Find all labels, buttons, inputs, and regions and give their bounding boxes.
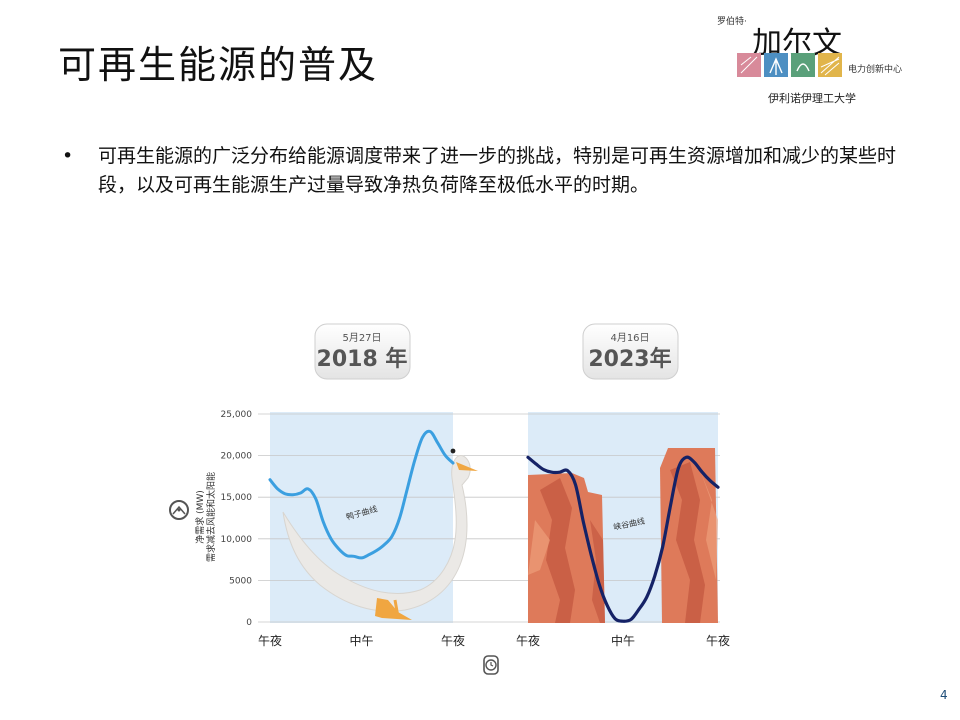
y-tick-label: 25,000 (221, 410, 253, 420)
clock-icon (483, 655, 499, 675)
duck-curve-line (268, 429, 455, 560)
x-tick-label: 中午 (611, 633, 635, 648)
bullet-text: 可再生能源的广泛分布给能源调度带来了进一步的挑战，特别是可再生资源增加和减少的某… (98, 145, 897, 196)
x-tick-label: 午夜 (516, 633, 540, 648)
slide-title: 可再生能源的普及 (58, 43, 379, 87)
y-tick-label: 5000 (229, 576, 252, 586)
logo: 罗伯特· 加尔文 电力创新中心 伊利诺伊理工大学 (700, 10, 920, 110)
bullet-dot: • (62, 145, 74, 167)
y-tick-label: 10,000 (221, 535, 253, 545)
logo-university: 伊利诺伊理工大学 (768, 92, 856, 105)
x-tick-label: 午夜 (441, 633, 465, 648)
duck-illustration (282, 448, 478, 620)
logo-tiles-icon (737, 53, 842, 77)
x-tick-label: 午夜 (258, 633, 282, 648)
y-tick-label: 20,000 (221, 452, 253, 462)
badge-year-2018: 2018 年 (317, 346, 408, 372)
badge-2023: 4月16日 2023年 (582, 323, 679, 380)
badge-year-2023: 2023年 (588, 346, 671, 372)
badge-date-2023: 4月16日 (610, 332, 649, 344)
badge-2018: 5月27日 2018 年 (314, 323, 411, 380)
y-tick-label: 15,000 (221, 493, 253, 503)
logo-subtitle: 电力创新中心 (848, 65, 903, 75)
x-tick-label: 中午 (349, 633, 373, 648)
logo-person: 罗伯特· (717, 17, 747, 27)
logo-tile-green (791, 53, 815, 77)
canyon-curve-line (526, 455, 720, 623)
page-number: 4 (940, 688, 948, 702)
y-tick-labels: 25,000 20,000 15,000 10,000 5000 0 (221, 410, 253, 628)
gauge-icon (169, 500, 189, 520)
y-tick-label: 0 (246, 618, 252, 628)
x-tick-labels: 午夜 中午 午夜 午夜 中午 午夜 (258, 633, 730, 648)
x-tick-label: 午夜 (706, 633, 730, 648)
y-axis-label-line2: 需求减去风能和太阳能 (205, 472, 217, 562)
badge-date-2018: 5月27日 (342, 332, 381, 344)
y-axis-label-line1: 净需求 (MW) (194, 490, 206, 544)
gridlines (258, 413, 720, 623)
canyon-illustration (528, 448, 718, 623)
